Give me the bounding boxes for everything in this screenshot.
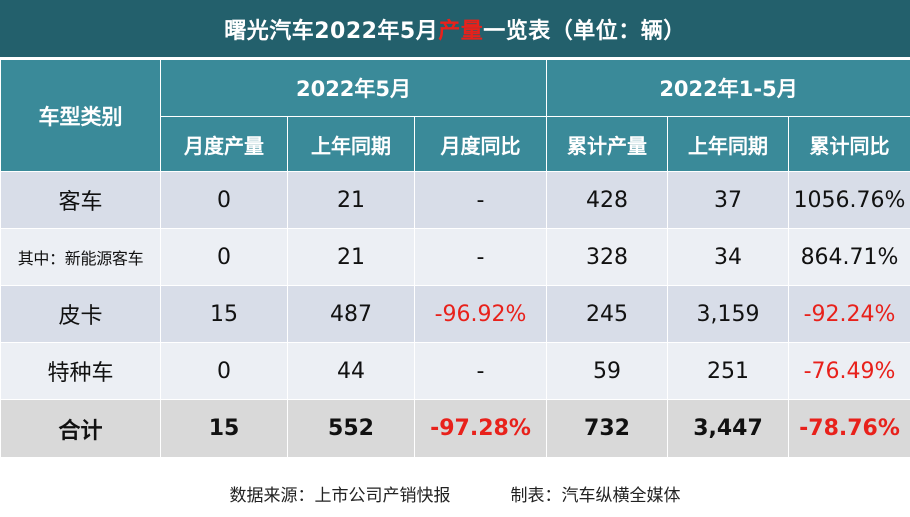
row-category: 合计 xyxy=(0,399,161,458)
table-row: 客车 0 21 - 428 37 1056.76% xyxy=(0,171,910,229)
cell-value: 44 xyxy=(287,342,415,400)
header-vehicle-type: 车型类别 xyxy=(0,59,161,172)
table-title: 曙光汽车2022年5月 产量 一览表（单位：辆） xyxy=(0,0,910,57)
header-cumulative-output: 累计产量 xyxy=(546,116,668,172)
cell-value-negative: -76.49% xyxy=(787,342,910,400)
header-monthly-output: 月度产量 xyxy=(160,116,288,172)
cell-value: 34 xyxy=(667,228,789,286)
header-prior-year-month: 上年同期 xyxy=(287,116,415,172)
row-category: 特种车 xyxy=(0,342,161,400)
header-group-jan-may: 2022年1-5月 xyxy=(545,59,910,117)
table-row: 其中：新能源客车 0 21 - 328 34 864.71% xyxy=(0,228,910,286)
table-row: 皮卡 15 487 -96.92% 245 3,159 -92.24% xyxy=(0,285,910,343)
cell-value: - xyxy=(414,171,547,229)
cell-value: 3,159 xyxy=(667,285,789,343)
cell-value: 552 xyxy=(287,399,415,458)
row-category: 其中：新能源客车 xyxy=(0,228,161,286)
cell-value: 37 xyxy=(667,171,789,229)
title-prefix: 曙光汽车2022年5月 xyxy=(224,18,439,44)
table-row: 特种车 0 44 - 59 251 -76.49% xyxy=(0,342,910,400)
maker-text: 制表：汽车纵横全媒体 xyxy=(510,486,681,506)
cell-value: 0 xyxy=(160,228,288,286)
cell-value-negative: -96.92% xyxy=(414,285,547,343)
cell-value-negative: -78.76% xyxy=(787,399,910,458)
row-category: 客车 xyxy=(0,171,161,229)
title-highlight: 产量 xyxy=(438,18,484,44)
cell-value: 1056.76% xyxy=(787,171,910,229)
header-group-may: 2022年5月 xyxy=(160,59,547,117)
table-row-total: 合计 15 552 -97.28% 732 3,447 -78.76% xyxy=(0,399,910,458)
cell-value: 428 xyxy=(546,171,668,229)
header-monthly-yoy: 月度同比 xyxy=(414,116,547,172)
cell-value-negative: -97.28% xyxy=(414,399,547,458)
cell-value: 15 xyxy=(160,285,288,343)
source-text: 数据来源：上市公司产销快报 xyxy=(229,486,451,506)
header-cumulative-yoy: 累计同比 xyxy=(787,116,910,172)
cell-value: 864.71% xyxy=(787,228,910,286)
cell-value: 0 xyxy=(160,342,288,400)
cell-value: 251 xyxy=(667,342,789,400)
cell-value: 245 xyxy=(546,285,668,343)
cell-value: 21 xyxy=(287,171,415,229)
source-footer: 数据来源：上市公司产销快报 制表：汽车纵横全媒体 xyxy=(0,470,910,517)
cell-value: - xyxy=(414,342,547,400)
header-prior-year-cumulative: 上年同期 xyxy=(667,116,789,172)
cell-value: 0 xyxy=(160,171,288,229)
row-category: 皮卡 xyxy=(0,285,161,343)
cell-value: 3,447 xyxy=(667,399,789,458)
cell-value: 732 xyxy=(546,399,668,458)
cell-value: - xyxy=(414,228,547,286)
cell-value: 59 xyxy=(546,342,668,400)
cell-value: 21 xyxy=(287,228,415,286)
cell-value: 328 xyxy=(546,228,668,286)
production-table: 车型类别 2022年5月 2022年1-5月 月度产量 上年同期 月度同比 累计… xyxy=(0,59,910,458)
cell-value: 487 xyxy=(287,285,415,343)
cell-value-negative: -92.24% xyxy=(787,285,910,343)
cell-value: 15 xyxy=(160,399,288,458)
title-suffix: 一览表（单位：辆） xyxy=(483,18,686,44)
